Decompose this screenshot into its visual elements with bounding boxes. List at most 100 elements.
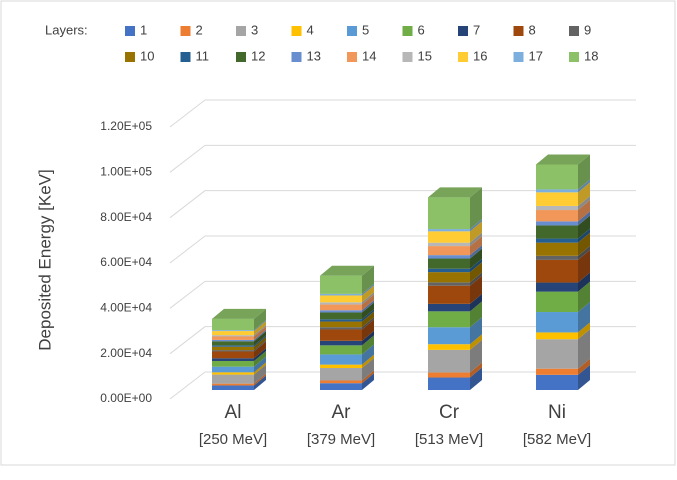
y-tick-label: 6.00E+04 — [100, 255, 152, 269]
bar-side — [362, 294, 374, 311]
bar-side — [254, 329, 266, 342]
bar-segment — [428, 197, 470, 230]
bar-side — [362, 373, 374, 390]
bar-segment — [320, 383, 362, 390]
bar-segment — [428, 268, 470, 273]
bar-side — [470, 262, 482, 283]
bar-segment — [536, 192, 578, 206]
bar-side — [470, 301, 482, 328]
grid-line — [169, 190, 636, 219]
legend-label: 12 — [251, 48, 265, 63]
bar-segment — [536, 164, 578, 190]
bar-segment — [320, 368, 362, 381]
bar-segment — [320, 319, 362, 322]
bar-segment — [536, 189, 578, 193]
legend-label: 3 — [251, 22, 258, 37]
bar-segment — [212, 331, 254, 336]
bar-segment — [428, 272, 470, 283]
grid-line — [169, 99, 636, 128]
legend-label: 9 — [584, 22, 591, 37]
legend-swatch — [180, 52, 191, 62]
bar-segment — [428, 327, 470, 345]
x-tick-sublabel: [513 MeV] — [415, 431, 483, 448]
bar-side — [362, 283, 374, 296]
bar-segment — [320, 327, 362, 330]
bar-side — [470, 245, 482, 259]
bar-side — [362, 302, 374, 320]
bar-segment — [536, 332, 578, 340]
bar-segment — [212, 372, 254, 375]
bar-side — [362, 319, 374, 341]
grid-line — [169, 144, 636, 173]
x-tick-label: Al — [225, 402, 242, 423]
bar-side — [470, 272, 482, 286]
bar-segment — [428, 349, 470, 373]
grid-line — [169, 371, 636, 400]
bar-side — [254, 350, 266, 367]
bar-segment — [536, 339, 578, 369]
legend-label: 14 — [362, 48, 376, 63]
bar-side — [578, 232, 590, 256]
legend-swatch — [236, 52, 246, 62]
bar-side — [578, 364, 590, 390]
bar-side — [254, 341, 266, 359]
bar-side — [578, 211, 590, 226]
bar-side — [470, 293, 482, 312]
bar-side — [254, 320, 266, 332]
bar-side — [362, 335, 374, 355]
bar-segment — [320, 302, 362, 305]
bar-segment — [320, 312, 362, 320]
legend-swatch — [513, 26, 524, 36]
legend-swatch — [569, 26, 579, 36]
bar-side — [254, 308, 266, 331]
bar-segment — [320, 275, 362, 294]
bar-side — [254, 340, 266, 352]
bar-segment — [428, 285, 470, 304]
bar-segment — [212, 341, 254, 346]
bar-segment — [320, 295, 362, 303]
bar-segment — [320, 345, 362, 355]
legend-swatch — [402, 26, 413, 36]
legend-swatch — [125, 52, 135, 62]
bar-side — [470, 258, 482, 273]
bar-side — [362, 309, 374, 322]
y-tick-label: 1.20E+05 — [100, 119, 152, 133]
bar-segment — [536, 225, 578, 239]
bar-side — [578, 272, 590, 292]
legend-swatch — [458, 52, 468, 62]
bar-segment — [428, 258, 470, 269]
bar-segment — [428, 231, 470, 243]
bar-segment — [212, 374, 254, 384]
bar-segment — [212, 318, 254, 331]
legend-swatch — [125, 26, 135, 36]
bar-side — [254, 362, 266, 375]
bar-segment — [536, 221, 578, 226]
bar-segment — [428, 242, 470, 247]
legend-label: 17 — [529, 48, 543, 63]
y-tick-label: 2.00E+04 — [100, 346, 152, 360]
bar-segment — [212, 346, 254, 351]
bar-segment — [212, 336, 254, 340]
bar-top — [428, 187, 482, 198]
bar-segment — [428, 344, 470, 350]
bar-side — [470, 362, 482, 378]
bar-segment — [212, 358, 254, 361]
bar-side — [578, 302, 590, 333]
bar-side — [362, 370, 374, 384]
y-tick-label: 1.00E+05 — [100, 165, 152, 179]
bar-side — [578, 249, 590, 283]
bar-segment — [320, 340, 362, 346]
bar-segment — [320, 380, 362, 384]
bar-segment — [212, 383, 254, 386]
bar-side — [470, 275, 482, 304]
bar-segment — [212, 350, 254, 352]
bar-side — [362, 317, 374, 330]
bar-side — [362, 311, 374, 328]
bar-top — [536, 154, 590, 165]
bar-side — [470, 219, 482, 232]
bar-segment — [212, 335, 254, 337]
bar-segment — [320, 329, 362, 341]
legend-label: 1 — [140, 22, 147, 37]
bar-side — [578, 228, 590, 243]
